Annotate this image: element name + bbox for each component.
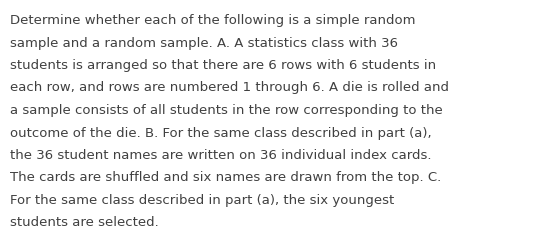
Text: outcome of the die. B. For the same class described in part (a),: outcome of the die. B. For the same clas… — [10, 126, 432, 139]
Text: students is arranged so that there are 6 rows with 6 students in: students is arranged so that there are 6… — [10, 59, 436, 72]
Text: the 36 student names are written on 36 individual index cards.: the 36 student names are written on 36 i… — [10, 148, 431, 161]
Text: sample and a random sample. A. A statistics class with 36: sample and a random sample. A. A statist… — [10, 36, 398, 49]
Text: The cards are shuffled and six names are drawn from the top. C.: The cards are shuffled and six names are… — [10, 171, 441, 184]
Text: students are selected.: students are selected. — [10, 216, 158, 228]
Text: For the same class described in part (a), the six youngest: For the same class described in part (a)… — [10, 193, 395, 206]
Text: a sample consists of all students in the row corresponding to the: a sample consists of all students in the… — [10, 104, 442, 117]
Text: Determine whether each of the following is a simple random: Determine whether each of the following … — [10, 14, 416, 27]
Text: each row, and rows are numbered 1 through 6. A die is rolled and: each row, and rows are numbered 1 throug… — [10, 81, 449, 94]
